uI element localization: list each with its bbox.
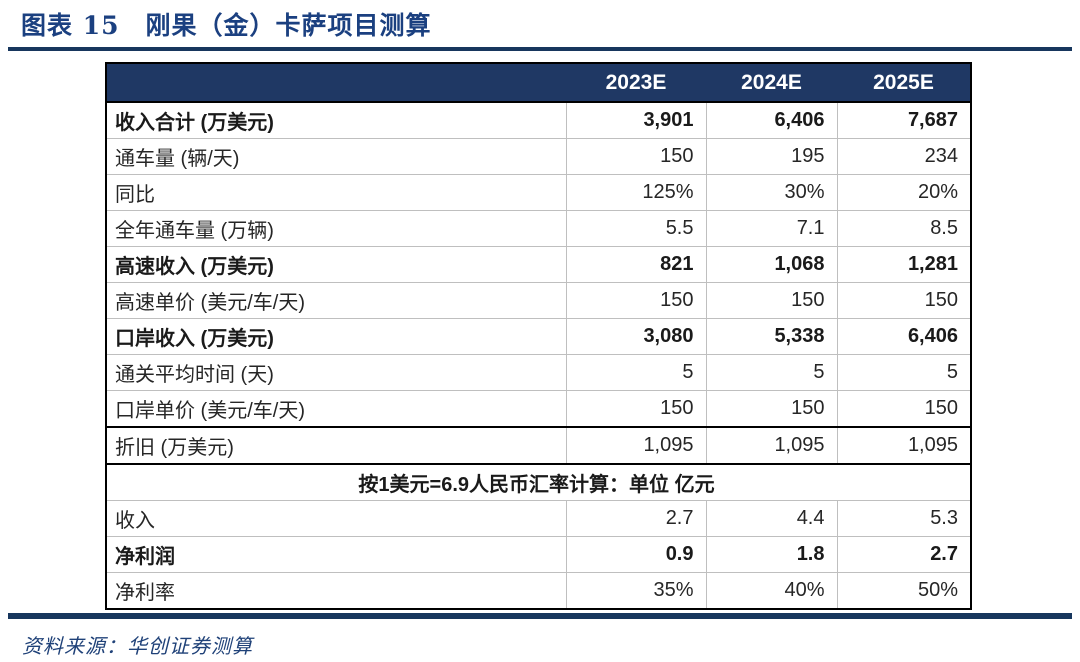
row-value-cell: 150 — [836, 390, 972, 428]
row-label-cell: 口岸单价 (美元/车/天) — [105, 390, 567, 428]
table-row: 通关平均时间 (天) 5 5 5 — [105, 354, 972, 391]
table-row: 高速收入 (万美元) 821 1,068 1,281 — [105, 246, 972, 283]
figure-name: 刚果（金）卡萨项目测算 — [145, 11, 432, 40]
figure-number-label: 图表 15 — [21, 11, 120, 40]
row-value-cell: 3,080 — [565, 318, 707, 355]
row-value-cell: 5.3 — [836, 500, 972, 537]
row-value-cell: 4.4 — [705, 500, 838, 537]
row-value-cell: 234 — [836, 138, 972, 175]
row-value-cell: 150 — [565, 390, 707, 428]
table-row: 高速单价 (美元/车/天) 150 150 150 — [105, 282, 972, 319]
row-value-cell: 1,068 — [705, 246, 838, 283]
row-value-cell: 150 — [836, 282, 972, 319]
row-label-cell: 净利率 — [105, 572, 567, 610]
row-value-cell: 5 — [565, 354, 707, 391]
row-value-cell: 1,095 — [565, 426, 707, 465]
row-value-cell: 150 — [705, 390, 838, 428]
header-empty-cell — [106, 63, 566, 103]
row-value-cell: 6,406 — [705, 101, 838, 139]
table-row: 净利润 0.9 1.8 2.7 — [105, 536, 972, 573]
row-label-cell: 通车量 (辆/天) — [105, 138, 567, 175]
row-value-cell: 2.7 — [565, 500, 707, 537]
figure-title: 图表 15 刚果（金）卡萨项目测算 — [21, 6, 432, 42]
row-value-cell: 50% — [836, 572, 972, 610]
table-row: 通车量 (辆/天) 150 195 234 — [105, 138, 972, 175]
row-label-cell: 净利润 — [105, 536, 567, 573]
row-value-cell: 5.5 — [565, 210, 707, 247]
source-note: 资料来源：华创证券测算 — [22, 634, 253, 658]
row-value-cell: 125% — [565, 174, 707, 211]
row-value-cell: 6,406 — [836, 318, 972, 355]
row-value-cell: 5 — [705, 354, 838, 391]
row-value-cell: 1,281 — [836, 246, 972, 283]
title-divider-rule — [8, 47, 1072, 51]
table-row: 折旧 (万美元) 1,095 1,095 1,095 — [105, 426, 972, 465]
row-value-cell: 150 — [565, 138, 707, 175]
table-header: 2023E 2024E 2025E — [106, 63, 971, 103]
table-row: 全年通车量 (万辆) 5.5 7.1 8.5 — [105, 210, 972, 247]
row-value-cell: 150 — [565, 282, 707, 319]
year-column-header: 2025E — [837, 63, 971, 103]
row-label-cell: 收入合计 (万美元) — [105, 101, 567, 139]
row-label-cell: 收入 — [105, 500, 567, 537]
row-label-cell: 高速单价 (美元/车/天) — [105, 282, 567, 319]
row-label-cell: 全年通车量 (万辆) — [105, 210, 567, 247]
row-value-cell: 2.7 — [836, 536, 972, 573]
row-value-cell: 1,095 — [836, 426, 972, 465]
row-value-cell: 821 — [565, 246, 707, 283]
row-label-cell: 同比 — [105, 174, 567, 211]
row-value-cell: 0.9 — [565, 536, 707, 573]
row-value-cell: 5,338 — [705, 318, 838, 355]
row-label-cell: 口岸收入 (万美元) — [105, 318, 567, 355]
row-value-cell: 7,687 — [836, 101, 972, 139]
row-value-cell: 1,095 — [705, 426, 838, 465]
table-row: 按1美元=6.9人民币汇率计算：单位 亿元 — [105, 463, 972, 501]
table-row: 口岸收入 (万美元) 3,080 5,338 6,406 — [105, 318, 972, 355]
table-header-row: 2023E 2024E 2025E — [106, 63, 971, 103]
table-row: 同比 125% 30% 20% — [105, 174, 972, 211]
row-value-cell: 195 — [705, 138, 838, 175]
project-forecast-table: 2023E 2024E 2025E 收入合计 (万美元) 3,901 6,406 7,68… — [105, 62, 972, 610]
row-value-cell: 5 — [836, 354, 972, 391]
table-row: 收入 2.7 4.4 5.3 — [105, 500, 972, 537]
table-body: 收入合计 (万美元) 3,901 6,406 7,687 通车量 (辆/天) 150 195… — [105, 101, 972, 610]
row-label-cell: 折旧 (万美元) — [105, 426, 567, 465]
row-value-cell: 30% — [705, 174, 838, 211]
bottom-divider-rule — [8, 613, 1072, 619]
row-value-cell: 8.5 — [836, 210, 972, 247]
row-value-cell: 3,901 — [565, 101, 707, 139]
row-value-cell: 7.1 — [705, 210, 838, 247]
row-label-cell: 高速收入 (万美元) — [105, 246, 567, 283]
row-value-cell: 35% — [565, 572, 707, 610]
table-row: 收入合计 (万美元) 3,901 6,406 7,687 — [105, 101, 972, 139]
row-value-cell: 40% — [705, 572, 838, 610]
row-value-cell: 150 — [705, 282, 838, 319]
row-value-cell: 20% — [836, 174, 972, 211]
year-column-header: 2024E — [706, 63, 837, 103]
year-column-header: 2023E — [566, 63, 706, 103]
table-row: 净利率 35% 40% 50% — [105, 572, 972, 610]
table-row: 口岸单价 (美元/车/天) 150 150 150 — [105, 390, 972, 428]
merged-note-cell: 按1美元=6.9人民币汇率计算：单位 亿元 — [105, 463, 972, 501]
row-label-cell: 通关平均时间 (天) — [105, 354, 567, 391]
row-value-cell: 1.8 — [705, 536, 838, 573]
